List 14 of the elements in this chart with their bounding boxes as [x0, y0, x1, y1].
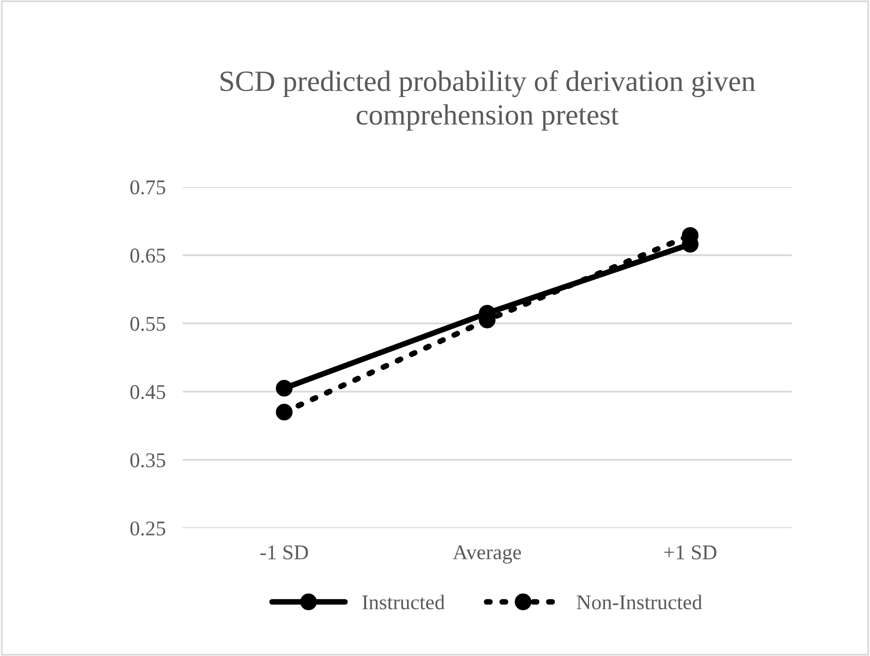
- legend-label: Instructed: [362, 594, 445, 610]
- y-tick-label: 0.35: [130, 453, 166, 468]
- point: [276, 380, 293, 397]
- x-tick-label: Average: [452, 545, 521, 564]
- y-tick-label: 0.55: [130, 316, 166, 331]
- x-tick-label: +1 SD: [664, 545, 716, 560]
- y-tick-label: 0.75: [130, 180, 166, 194]
- point: [276, 404, 293, 420]
- y-tick-label: 0.45: [130, 385, 166, 400]
- y-tick-label: 0.25: [130, 521, 166, 536]
- y-tick-label: 0.65: [130, 248, 166, 263]
- x-tick-label: -1 SD: [260, 545, 308, 560]
- chart-title: SCD predicted probability of derivation given comprehension pretest: [220, 70, 756, 131]
- legend-label: Non-Instructed: [576, 594, 702, 610]
